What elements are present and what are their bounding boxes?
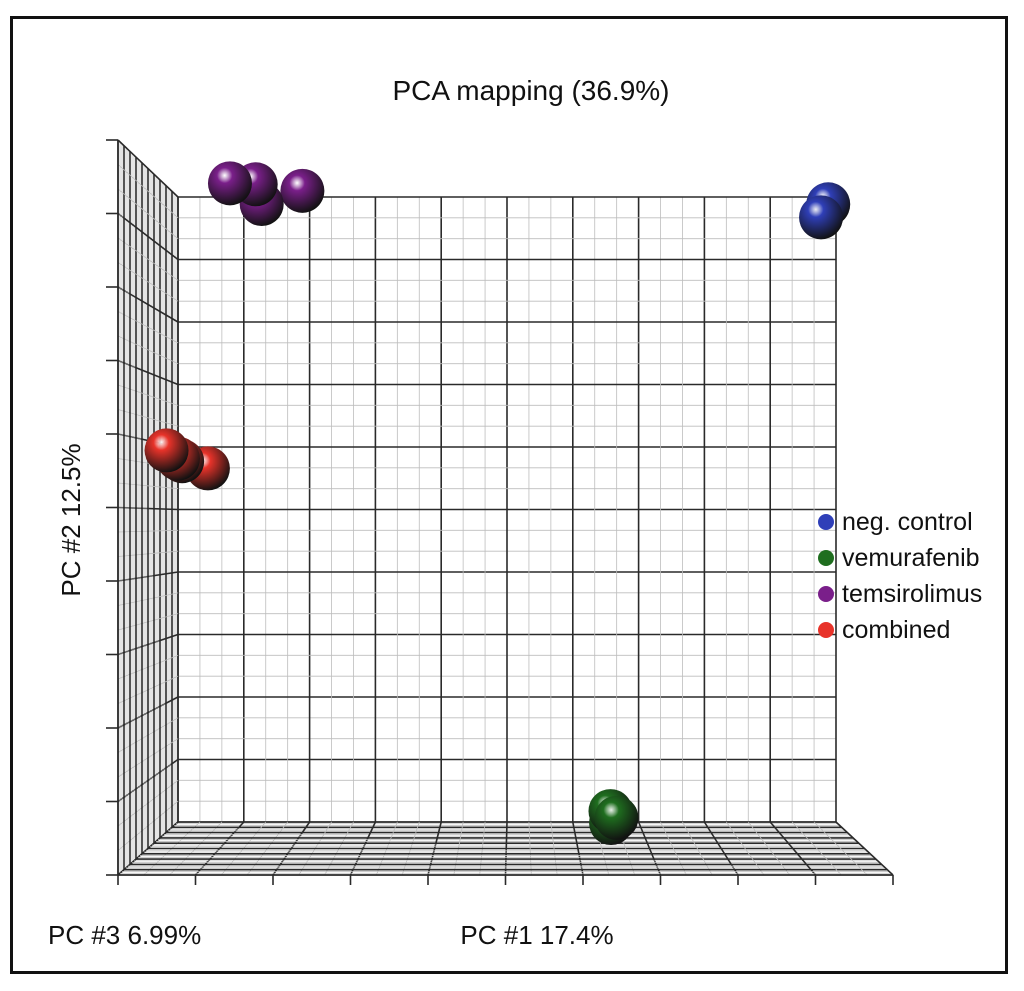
side-wall-horizontal-gridline [117, 262, 179, 302]
data-points [144, 161, 851, 846]
data-point-combined [144, 428, 189, 473]
side-wall-horizontal-gridline [117, 139, 179, 198]
legend-marker-neg-control [818, 514, 834, 530]
side-wall-horizontal-gridline [117, 212, 179, 261]
legend-label-vemurafenib: vemurafenib [842, 544, 980, 572]
figure-border [10, 16, 1008, 974]
data-point-temsirolimus [207, 161, 252, 206]
floor-depth-gridline [747, 821, 790, 876]
legend-marker-temsirolimus [818, 586, 834, 602]
x-axis-label: PC #1 17.4% [460, 920, 613, 950]
data-point-vemurafenib [594, 795, 639, 840]
axes [106, 139, 894, 885]
floor-depth-gridline [791, 821, 842, 876]
legend-marker-combined [818, 622, 834, 638]
grid [117, 139, 894, 876]
data-point-neg-control [799, 195, 844, 240]
legend-label-combined: combined [842, 616, 950, 644]
side-wall-horizontal-gridline [117, 237, 179, 281]
floor-depth-gridline [813, 821, 868, 876]
y-axis-label: PC #2 12.5% [56, 443, 86, 596]
legend-label-temsirolimus: temsirolimus [842, 580, 982, 608]
floor-depth-gridline [769, 821, 817, 876]
z-axis-label: PC #3 6.99% [48, 920, 201, 950]
side-wall-horizontal-gridline [117, 164, 179, 219]
chart-title: PCA mapping (36.9%) [392, 75, 669, 106]
floor-depth-gridline [835, 821, 894, 876]
legend: neg. control vemurafenib temsirolimus co… [818, 508, 982, 644]
data-point-temsirolimus [280, 168, 325, 213]
legend-label-neg-control: neg. control [842, 508, 973, 536]
side-wall-horizontal-gridline [117, 188, 179, 239]
legend-marker-vemurafenib [818, 550, 834, 566]
